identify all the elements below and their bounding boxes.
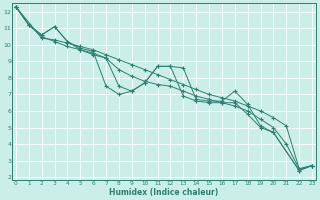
X-axis label: Humidex (Indice chaleur): Humidex (Indice chaleur): [109, 188, 219, 197]
